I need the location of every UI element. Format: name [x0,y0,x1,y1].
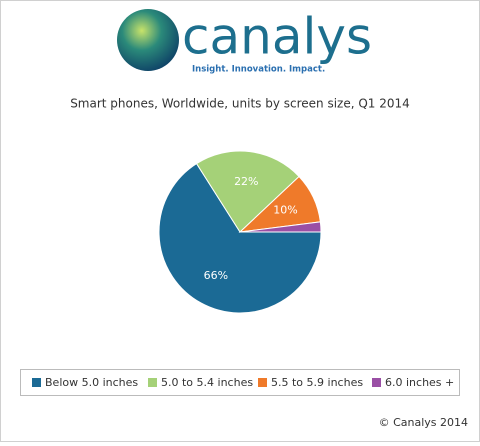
legend-swatch [148,378,157,387]
legend-label: 5.5 to 5.9 inches [271,376,363,389]
data-label: 66% [204,269,228,282]
data-label: 10% [273,204,297,217]
legend-swatch [258,378,267,387]
pie-slice [195,150,300,233]
logo-text: canalys [182,8,372,66]
pie-slice [239,221,322,233]
legend: Below 5.0 inches 5.0 to 5.4 inches 5.5 to … [32,376,454,389]
pie: 66% 22% 10% [158,150,322,314]
chart-title: Smart phones, Worldwide, units by screen… [70,97,410,111]
legend-swatch [372,378,381,387]
legend-label: Below 5.0 inches [45,376,138,389]
legend-label: 5.0 to 5.4 inches [161,376,253,389]
legend-label: 6.0 inches + [385,376,454,389]
legend-box [20,369,460,396]
pie-slice [158,162,322,314]
logo-globe [117,9,179,71]
legend-swatch [32,378,41,387]
footer: © Canalys 2014 [379,416,468,429]
logo-tagline: Insight. Innovation. Impact. [192,65,325,75]
data-label: 22% [234,175,258,188]
